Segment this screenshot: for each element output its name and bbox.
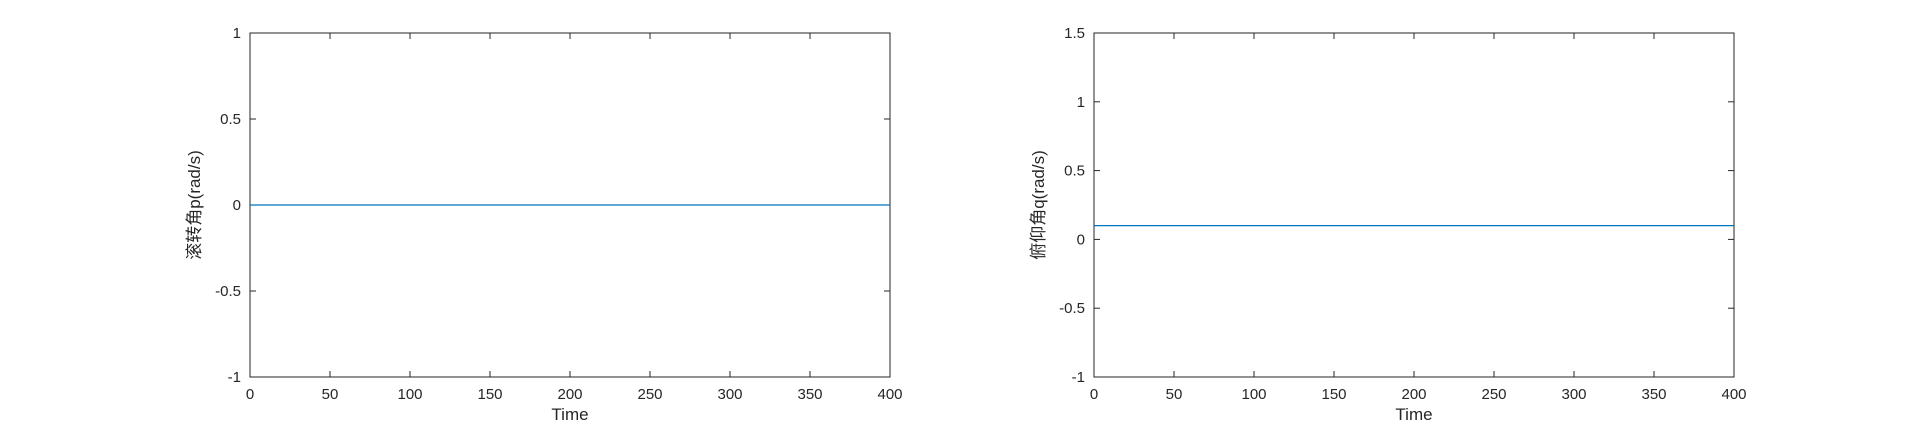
x-tick-label: 0 [246,386,254,403]
x-tick-label: 250 [1481,386,1506,403]
y-tick-label: 0.5 [220,111,241,128]
y-axis-label: 俯仰角q(rad/s) [1029,150,1048,260]
x-axis-label: Time [551,405,588,424]
y-tick-labels: -1 -0.5 0 0.5 1 [215,25,241,386]
x-tick-label: 350 [797,386,822,403]
y-tick-label: -0.5 [215,283,241,300]
y-tick-label: 0 [1077,231,1085,248]
y-tick-label: 1 [1077,94,1085,111]
y-tick-label: 0 [233,197,241,214]
x-tick-label: 200 [557,386,582,403]
x-tick-label: 300 [717,386,742,403]
x-tick-labels: 0 50 100 150 200 250 300 350 400 [1090,386,1747,403]
y-tick-label: 1.5 [1064,25,1085,42]
y-tick-label: -1 [1072,369,1085,386]
x-tick-label: 400 [1721,386,1746,403]
x-tick-label: 100 [397,386,422,403]
x-tick-label: 350 [1641,386,1666,403]
x-tick-label: 250 [637,386,662,403]
x-tick-label: 300 [1561,386,1586,403]
y-tick-labels: -1 -0.5 0 0.5 1 1.5 [1059,25,1085,386]
x-tick-label: 100 [1241,386,1266,403]
y-tick-label: 1 [233,25,241,42]
x-tick-label: 150 [1321,386,1346,403]
y-tick-label: -1 [228,369,241,386]
roll-rate-chart: 0 50 100 150 200 250 300 350 400 -1 -0.5 0 0.5 1 Tim… [185,25,903,424]
x-axis-label: Time [1395,405,1432,424]
x-tick-label: 0 [1090,386,1098,403]
y-tick-label: 0.5 [1064,163,1085,180]
pitch-rate-chart: 0 50 100 150 200 250 300 350 400 -1-0.500.511.5 … [1029,25,1747,424]
x-tick-label: 150 [477,386,502,403]
tick-marks [1093,32,1735,378]
x-tick-label: 200 [1401,386,1426,403]
x-tick-labels: 0 50 100 150 200 250 300 350 400 [246,386,903,403]
x-tick-label: 50 [1166,386,1183,403]
x-tick-label: 50 [322,386,339,403]
x-tick-label: 400 [877,386,902,403]
y-axis-label: 滚转角p(rad/s) [185,150,204,260]
y-tick-label: -0.5 [1059,300,1085,317]
